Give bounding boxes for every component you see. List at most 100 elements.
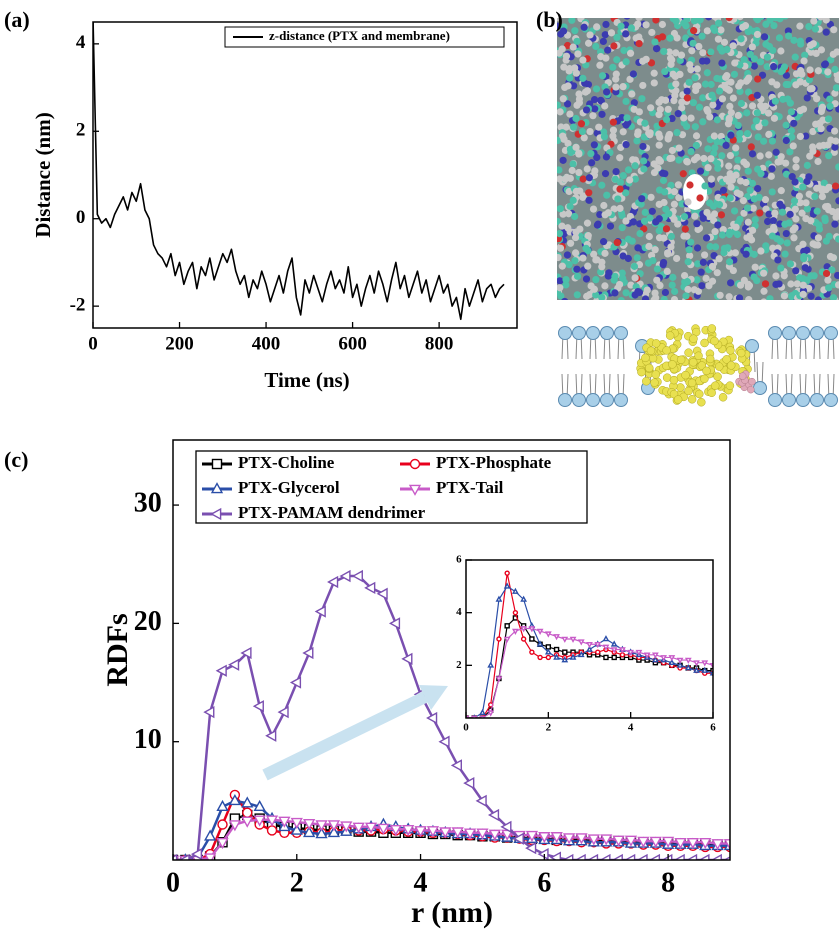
atom	[683, 278, 691, 286]
atom	[666, 34, 674, 42]
marker	[752, 679, 756, 683]
drug-atom	[668, 360, 677, 369]
atom	[609, 126, 618, 134]
marker	[538, 832, 551, 844]
drug-atom	[642, 376, 651, 386]
atom	[610, 205, 618, 213]
legend-label: PTX-PAMAM dendrimer	[238, 503, 426, 522]
marker	[210, 507, 222, 521]
atom	[624, 166, 633, 174]
atom	[790, 36, 798, 44]
atom	[707, 80, 715, 89]
marker	[674, 837, 687, 850]
atom	[831, 143, 839, 151]
x-tick-label: 6	[710, 721, 716, 733]
lipid-head	[782, 326, 796, 340]
atom	[632, 34, 640, 42]
atom	[786, 210, 794, 218]
atom	[748, 150, 757, 158]
atom	[775, 34, 784, 42]
marker	[603, 654, 609, 661]
atom	[744, 88, 753, 96]
marker	[627, 649, 635, 657]
marker	[719, 671, 723, 675]
marker	[253, 799, 266, 812]
marker	[217, 819, 228, 830]
marker	[760, 676, 764, 680]
atom	[789, 142, 797, 150]
atom	[584, 232, 592, 240]
atom	[655, 98, 663, 106]
atom	[660, 47, 668, 56]
marker	[785, 682, 789, 686]
atom	[782, 71, 790, 79]
marker	[777, 677, 781, 681]
atom	[561, 83, 569, 92]
marker	[586, 641, 593, 649]
series-line	[173, 818, 730, 860]
x-tick-label: 4	[628, 721, 634, 733]
atom	[770, 223, 778, 232]
atom	[817, 18, 825, 21]
atom	[564, 224, 572, 232]
atom	[803, 177, 811, 186]
atom	[704, 164, 712, 172]
marker	[388, 617, 401, 630]
atom	[760, 33, 769, 41]
atom	[725, 230, 733, 239]
lipid-head	[586, 326, 600, 340]
atom	[686, 252, 694, 260]
atom	[583, 219, 592, 227]
atom	[825, 284, 833, 292]
atom	[708, 262, 717, 271]
atom	[770, 63, 778, 71]
x-tick-label: 0	[166, 868, 180, 899]
atom	[742, 178, 750, 187]
x-tick-label: 600	[338, 333, 367, 354]
atom	[645, 129, 653, 137]
atom	[662, 115, 671, 124]
atom	[821, 60, 829, 68]
atom	[633, 254, 641, 262]
atom	[659, 176, 668, 185]
marker	[710, 853, 722, 860]
atom	[627, 24, 636, 32]
atom	[599, 37, 607, 46]
atom	[762, 242, 770, 250]
atom	[663, 267, 671, 276]
atom	[679, 170, 687, 178]
atom	[742, 77, 751, 85]
atom	[827, 56, 835, 64]
atom	[672, 18, 680, 25]
atom	[611, 289, 619, 297]
atom	[725, 18, 733, 22]
atom	[579, 74, 587, 82]
atom	[641, 208, 649, 217]
marker	[826, 680, 830, 684]
lipid-head	[614, 326, 628, 340]
atom	[806, 41, 815, 49]
marker	[760, 679, 764, 683]
atom	[579, 254, 587, 262]
atom	[754, 184, 762, 193]
atom	[601, 31, 609, 39]
marker	[512, 832, 524, 845]
marker	[376, 587, 388, 600]
atom	[782, 121, 790, 129]
atom	[655, 141, 663, 149]
atom	[768, 188, 776, 196]
marker	[529, 649, 535, 655]
marker	[520, 636, 527, 642]
atom	[748, 179, 757, 187]
atom	[719, 186, 728, 194]
marker	[610, 640, 618, 647]
marker	[389, 824, 402, 837]
atom	[715, 87, 724, 95]
atom	[635, 18, 643, 21]
atom	[800, 57, 808, 65]
atom	[587, 149, 595, 158]
atom	[558, 262, 566, 270]
atom	[777, 264, 785, 272]
atom	[665, 130, 674, 139]
atom	[811, 192, 819, 201]
